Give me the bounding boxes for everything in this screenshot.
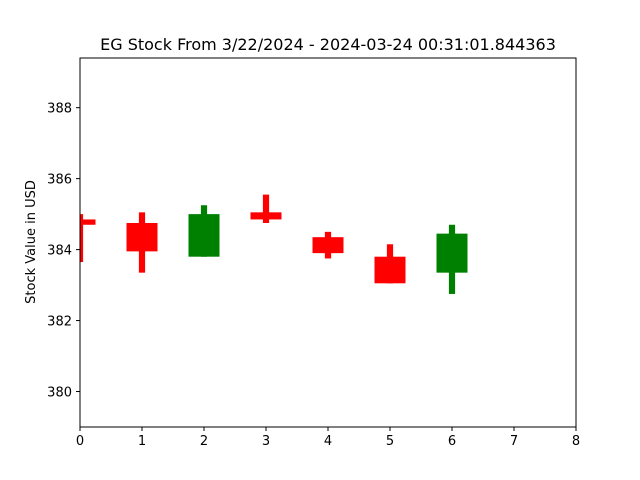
x-tick-label-4: 4 — [324, 434, 332, 449]
candle-body-2 — [188, 214, 220, 257]
x-tick-label-0: 0 — [76, 434, 84, 449]
candle-body-4 — [312, 237, 344, 254]
candle-wick-3 — [262, 194, 270, 223]
plot-area-frame — [79, 57, 577, 428]
x-tick-label-2: 2 — [200, 434, 208, 449]
candle-body-6 — [436, 233, 468, 273]
y-axis-label: Stock Value in USD — [24, 180, 39, 304]
x-tick-label-1: 1 — [138, 434, 146, 449]
y-tick-label-1: 382 — [47, 315, 72, 330]
candles-group — [80, 194, 468, 294]
y-tick-label-0: 380 — [47, 386, 72, 401]
y-tick-label-4: 388 — [47, 102, 72, 117]
x-tick-label-6: 6 — [448, 434, 456, 449]
y-tick-label-2: 384 — [47, 244, 72, 259]
y-tick-label-3: 386 — [47, 173, 72, 188]
candle-body-3 — [250, 212, 282, 220]
x-tick-label-3: 3 — [262, 434, 270, 449]
candle-body-1 — [126, 222, 158, 252]
candle-wick-0 — [80, 214, 84, 263]
x-tick-label-7: 7 — [510, 434, 518, 449]
candle-body-0 — [80, 219, 96, 225]
axis-ticks: 0 1 2 3 4 5 6 7 8 380 382 384 386 388 — [47, 102, 580, 449]
x-tick-label-8: 8 — [572, 434, 580, 449]
chart-title: EG Stock From 3/22/2024 - 2024-03-24 00:… — [100, 35, 556, 54]
x-tick-label-5: 5 — [386, 434, 394, 449]
candle-body-5 — [374, 256, 406, 284]
